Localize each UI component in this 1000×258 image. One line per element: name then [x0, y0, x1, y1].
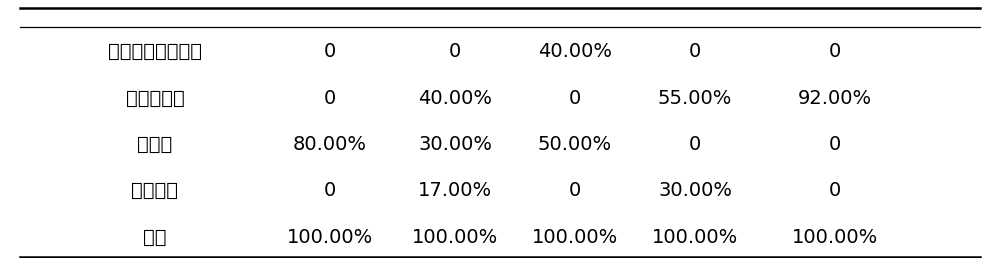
- Text: 30.00%: 30.00%: [418, 135, 492, 154]
- Text: 0: 0: [689, 42, 701, 61]
- Text: 十二酯醇: 十二酯醇: [132, 181, 178, 200]
- Text: 0: 0: [569, 88, 581, 108]
- Text: 松油醇: 松油醇: [137, 135, 173, 154]
- Text: 0: 0: [689, 135, 701, 154]
- Text: 17.00%: 17.00%: [418, 181, 492, 200]
- Text: 0: 0: [569, 181, 581, 200]
- Text: 0: 0: [324, 42, 336, 61]
- Text: 0: 0: [829, 42, 841, 61]
- Text: 0: 0: [829, 135, 841, 154]
- Text: 55.00%: 55.00%: [658, 88, 732, 108]
- Text: 50.00%: 50.00%: [538, 135, 612, 154]
- Text: 丁基卡必醇: 丁基卡必醇: [126, 88, 184, 108]
- Text: 100.00%: 100.00%: [287, 228, 373, 247]
- Text: 总量: 总量: [143, 228, 167, 247]
- Text: 30.00%: 30.00%: [658, 181, 732, 200]
- Text: 0: 0: [324, 181, 336, 200]
- Text: 100.00%: 100.00%: [532, 228, 618, 247]
- Text: 80.00%: 80.00%: [293, 135, 367, 154]
- Text: 0: 0: [829, 181, 841, 200]
- Text: 丁基卡必醇醋酸酯: 丁基卡必醇醋酸酯: [108, 42, 202, 61]
- Text: 40.00%: 40.00%: [418, 88, 492, 108]
- Text: 40.00%: 40.00%: [538, 42, 612, 61]
- Text: 92.00%: 92.00%: [798, 88, 872, 108]
- Text: 0: 0: [449, 42, 461, 61]
- Text: 100.00%: 100.00%: [792, 228, 878, 247]
- Text: 0: 0: [324, 88, 336, 108]
- Text: 100.00%: 100.00%: [652, 228, 738, 247]
- Text: 100.00%: 100.00%: [412, 228, 498, 247]
